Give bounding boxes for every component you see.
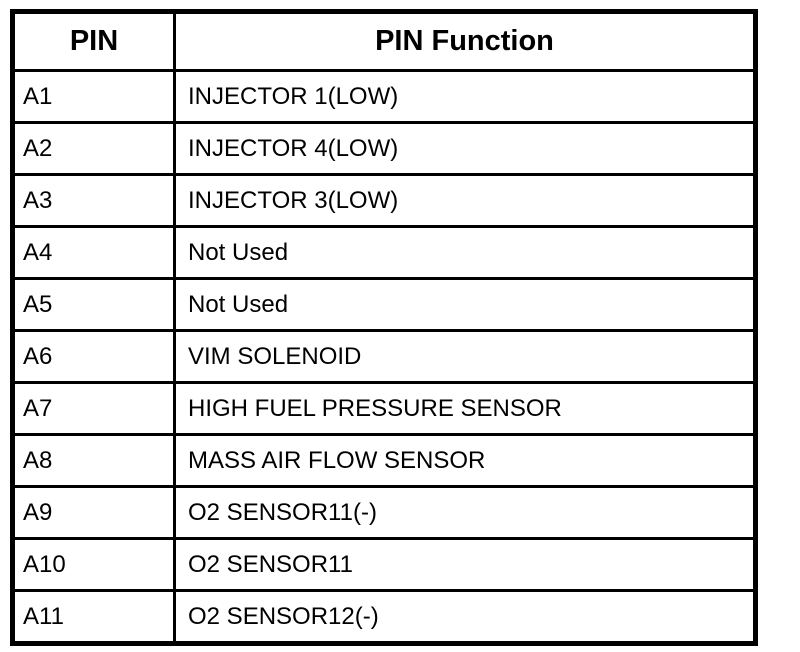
table-row: A11 O2 SENSOR12(-) <box>11 589 757 645</box>
pin-cell: A3 <box>11 173 176 228</box>
table-row: A1 INJECTOR 1(LOW) <box>11 69 757 124</box>
table-row: A6 VIM SOLENOID <box>11 329 757 384</box>
table-body: A1 INJECTOR 1(LOW) A2 INJECTOR 4(LOW) A3 INJE… <box>11 69 757 645</box>
pin-cell: A4 <box>11 225 176 280</box>
function-cell: INJECTOR 3(LOW) <box>173 173 757 228</box>
table-row: A9 O2 SENSOR11(-) <box>11 485 757 540</box>
function-cell: MASS AIR FLOW SENSOR <box>173 433 757 488</box>
function-cell: VIM SOLENOID <box>173 329 757 384</box>
table-row: A7 HIGH FUEL PRESSURE SENSOR <box>11 381 757 436</box>
pin-cell: A5 <box>11 277 176 332</box>
table-row: A8 MASS AIR FLOW SENSOR <box>11 433 757 488</box>
table-row: A5 Not Used <box>11 277 757 332</box>
table-row: A2 INJECTOR 4(LOW) <box>11 121 757 176</box>
function-cell: Not Used <box>173 277 757 332</box>
pin-cell: A7 <box>11 381 176 436</box>
pin-cell: A2 <box>11 121 176 176</box>
pin-cell: A11 <box>11 589 176 645</box>
pin-table: PIN PIN Function A1 INJECTOR 1(LOW) A2 INJEC… <box>10 9 758 646</box>
pin-cell: A6 <box>11 329 176 384</box>
table-row: A4 Not Used <box>11 225 757 280</box>
function-cell: INJECTOR 4(LOW) <box>173 121 757 176</box>
header-row: PIN PIN Function <box>11 10 757 72</box>
function-cell: O2 SENSOR11 <box>173 537 757 592</box>
function-cell: O2 SENSOR11(-) <box>173 485 757 540</box>
function-cell: O2 SENSOR12(-) <box>173 589 757 645</box>
pin-cell: A10 <box>11 537 176 592</box>
pin-cell: A8 <box>11 433 176 488</box>
table-row: A3 INJECTOR 3(LOW) <box>11 173 757 228</box>
pin-cell: A9 <box>11 485 176 540</box>
function-cell: Not Used <box>173 225 757 280</box>
header-cell: PIN <box>11 10 176 72</box>
table-row: A10 O2 SENSOR11 <box>11 537 757 592</box>
pin-cell: A1 <box>11 69 176 124</box>
header-cell: PIN Function <box>173 10 757 72</box>
function-cell: INJECTOR 1(LOW) <box>173 69 757 124</box>
function-cell: HIGH FUEL PRESSURE SENSOR <box>173 381 757 436</box>
